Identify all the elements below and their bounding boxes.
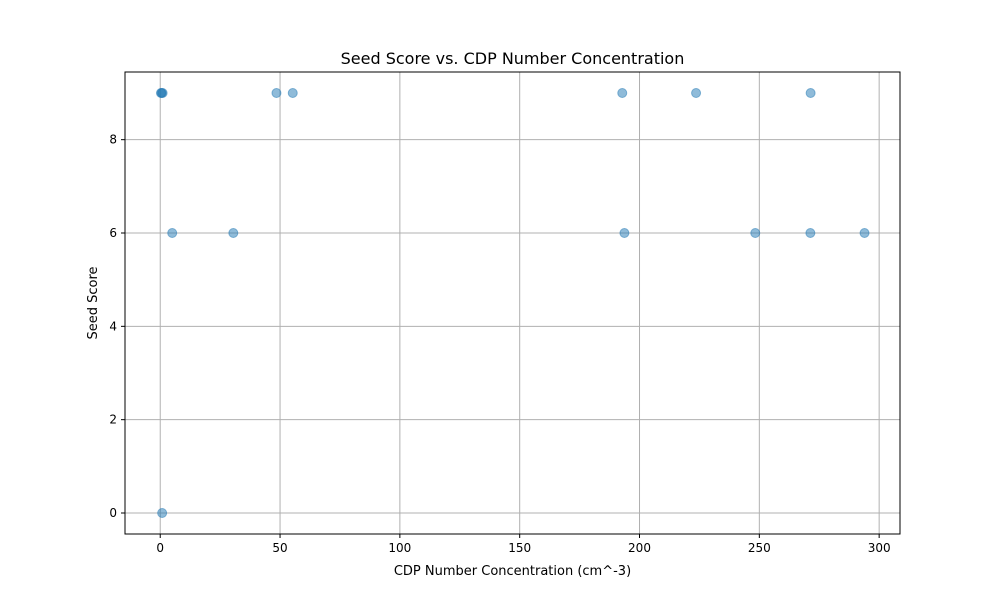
y-tick-label: 8 xyxy=(109,133,117,147)
data-point xyxy=(167,228,178,238)
y-tick-label: 0 xyxy=(109,506,117,520)
data-point xyxy=(228,228,239,238)
data-point xyxy=(619,228,630,238)
x-tick-label: 100 xyxy=(388,541,411,555)
data-point xyxy=(691,88,702,98)
y-tick-label: 2 xyxy=(109,413,117,427)
x-axis-label: CDP Number Concentration (cm^-3) xyxy=(394,564,631,579)
y-axis-label: Seed Score xyxy=(86,266,101,339)
points-layer xyxy=(155,88,870,518)
data-point xyxy=(805,228,816,238)
data-point xyxy=(287,88,298,98)
data-point xyxy=(157,508,168,518)
ticks-layer: 0 50 100 150 200 250 300 0 2 4 6 8 xyxy=(109,133,890,555)
x-tick-label: 200 xyxy=(628,541,651,555)
data-point xyxy=(271,88,282,98)
x-tick-label: 50 xyxy=(272,541,287,555)
plot-frame xyxy=(124,71,901,535)
grid-layer xyxy=(125,72,900,534)
x-tick-label: 300 xyxy=(868,541,891,555)
x-tick-label: 0 xyxy=(156,541,164,555)
data-point xyxy=(750,228,761,238)
y-tick-label: 6 xyxy=(109,226,117,240)
chart-title: Seed Score vs. CDP Number Concentration xyxy=(341,49,685,68)
y-tick-label: 4 xyxy=(109,319,117,333)
x-tick-label: 150 xyxy=(508,541,531,555)
data-point xyxy=(617,88,628,98)
data-point xyxy=(157,88,168,98)
x-tick-label: 250 xyxy=(748,541,771,555)
data-point xyxy=(805,88,816,98)
data-point xyxy=(859,228,870,238)
